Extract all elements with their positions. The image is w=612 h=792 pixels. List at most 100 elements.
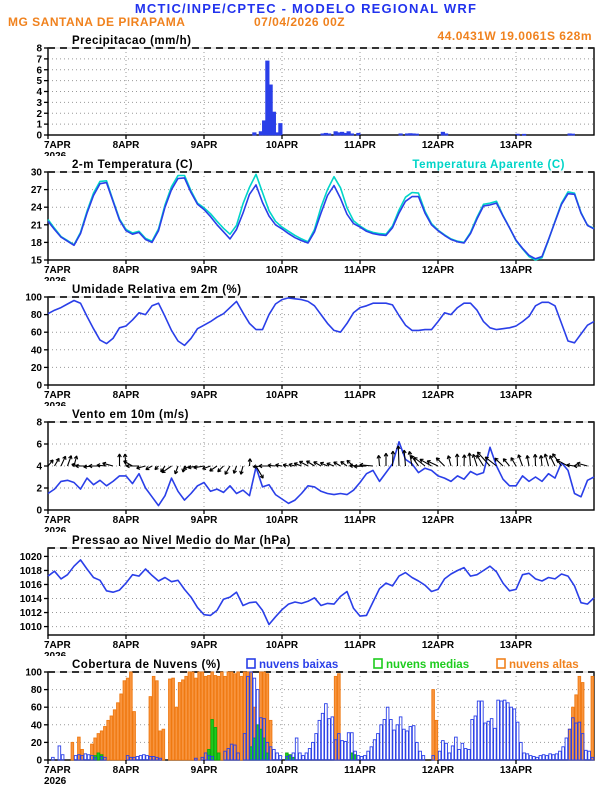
nuvens-altas-bar	[70, 741, 75, 761]
nuvens-altas-bar	[119, 693, 123, 761]
x-tick-label: 10APR	[266, 515, 299, 526]
nuvens-altas-bar	[200, 671, 205, 761]
nuvens-medias-bar	[96, 752, 101, 761]
wind-arrow	[247, 458, 253, 467]
wind-arrow	[390, 450, 396, 467]
nuvens-baixas-bar	[473, 715, 478, 761]
wind-arrow	[359, 462, 374, 468]
y-tick-label: 1012	[20, 608, 43, 619]
wind-arrow	[122, 453, 128, 467]
model-run-datetime: 07/04/2026 00Z	[254, 15, 346, 29]
wind-arrow	[543, 453, 550, 467]
page-title: MCTIC/INPE/CPTEC - MODELO REGIONAL WRF	[134, 1, 478, 16]
nuvens-baixas-bar	[580, 733, 585, 761]
wind-arrow	[293, 462, 302, 467]
nuvens-altas-bar	[112, 709, 117, 761]
nuvens-baixas-bar	[525, 753, 530, 761]
y-tick-label: 24	[31, 203, 43, 214]
x-tick-label: 8APR	[113, 765, 140, 776]
nuvens-altas-bar	[151, 675, 156, 761]
wind-arrow	[145, 465, 153, 471]
nuvens-baixas-bar	[437, 750, 442, 761]
wind-arrow	[73, 455, 79, 467]
y-tick-label: 40	[31, 720, 43, 731]
nuvens-baixas-bar	[541, 754, 546, 761]
nuvens-baixas-bar	[359, 756, 364, 761]
x-tick-label: 12APR	[422, 265, 455, 276]
x-tick-label: 11APR	[344, 515, 376, 526]
y-tick-label: 0	[36, 131, 42, 142]
nuvens-baixas-bar	[233, 744, 237, 761]
nuvens-baixas-bar	[207, 755, 211, 761]
wind-arrow	[288, 462, 296, 468]
nuvens-baixas-bar	[538, 755, 543, 761]
panel-title: Temperatura Aparente (C)	[412, 159, 565, 171]
nuvens-altas-bar	[434, 719, 439, 761]
precipitacao-bar	[356, 132, 361, 136]
nuvens-baixas-bar	[480, 700, 484, 761]
nuvens-baixas-bar	[129, 756, 133, 761]
wind-arrow	[494, 457, 504, 467]
nuvens-baixas-bar	[467, 748, 471, 761]
y-tick-label: 80	[31, 310, 43, 321]
nuvens-baixas-bar	[441, 740, 445, 761]
nuvens-baixas-bar	[93, 756, 97, 761]
nuvens-baixas-bar	[262, 718, 266, 761]
x-tick-label: 7APR	[44, 765, 71, 776]
nuvens-altas-bar	[190, 671, 195, 761]
nuvens-baixas-bar	[356, 755, 361, 761]
nuvens-baixas-bar	[577, 721, 582, 761]
nuvens-baixas-bar	[333, 739, 338, 761]
y-tick-label: 6	[36, 440, 42, 451]
y-tick-label: 15	[31, 256, 43, 267]
nuvens-altas-bar	[590, 675, 595, 761]
x-tick-label: 11APR	[344, 640, 376, 651]
panel-nuvens: 0 20 40 60 80 100 7APR 2026 8APR 9APR 10APR 11APR 12…	[0, 656, 612, 792]
nuvens-baixas-bar	[532, 756, 536, 761]
x-tick-label: 12APR	[422, 390, 455, 401]
wind-arrow	[376, 454, 382, 467]
panel-vento: 0 2 4 6 8 7APR 2026 8APR 9APR 10APR 11APR 12APR 13AP…	[0, 406, 612, 532]
nuvens-baixas-bar	[519, 741, 523, 761]
nuvens-baixas-bar	[125, 755, 130, 761]
wind-arrow	[224, 465, 231, 475]
nuvens-baixas-bar	[275, 752, 279, 761]
nuvens-baixas-bar	[210, 756, 214, 761]
nuvens-altas-bar	[109, 715, 114, 761]
x-tick-label: 9APR	[191, 515, 218, 526]
y-tick-label: 1016	[20, 580, 43, 591]
x-tick-label: 12APR	[422, 140, 455, 151]
nuvens-baixas-bar	[83, 753, 88, 761]
nuvens-baixas-bar	[340, 740, 344, 761]
precipitacao-bar	[271, 111, 276, 136]
nuvens-baixas-bar	[145, 755, 149, 761]
precipitacao-bar	[278, 123, 283, 136]
precipitacao-bar	[570, 133, 575, 136]
wind-arrow	[126, 463, 139, 469]
y-tick-label: 1014	[20, 594, 43, 605]
nuvens-baixas-bar	[372, 739, 377, 761]
y-tick-label: 100	[25, 293, 42, 304]
wind-arrow	[154, 465, 159, 471]
nuvens-baixas-bar	[103, 756, 107, 761]
nuvens-baixas-bar	[151, 756, 156, 761]
nuvens-baixas-bar	[535, 756, 539, 761]
nuvens-altas-bar	[223, 675, 227, 761]
x-tick-label: 7APR	[44, 390, 71, 401]
precipitacao-bar	[349, 133, 354, 136]
nuvens-baixas-bar	[346, 732, 351, 761]
nuvens-baixas-bar	[132, 756, 136, 761]
x-tick-label: 13APR	[500, 640, 533, 651]
x-tick-label: 9APR	[191, 640, 218, 651]
nuvens-baixas-bar	[304, 752, 309, 761]
nuvens-baixas-bar	[476, 700, 481, 761]
wind-arrow	[435, 457, 445, 467]
wind-arrow	[407, 450, 413, 467]
precipitacao-bar	[522, 133, 527, 136]
x-tick-label: 9APR	[191, 390, 218, 401]
nuvens-baixas-bar	[60, 754, 65, 761]
nuvens-baixas-bar	[398, 716, 403, 761]
station-name: MG SANTANA DE PIRAPAMA	[8, 15, 186, 29]
